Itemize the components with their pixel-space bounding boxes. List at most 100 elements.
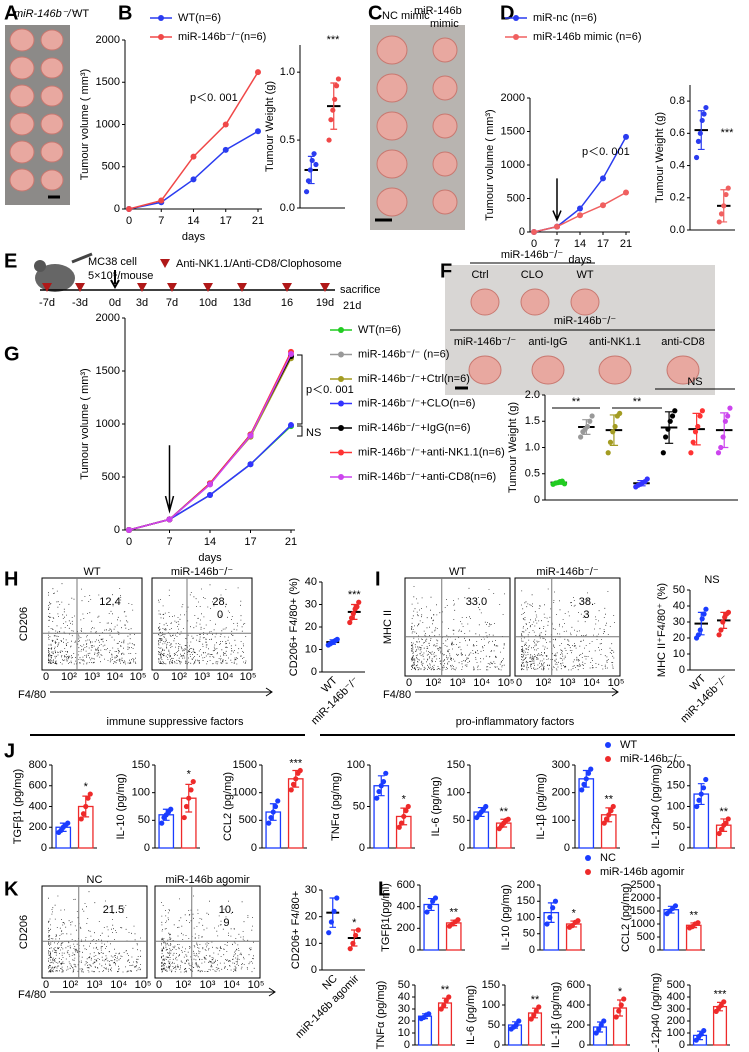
label: CD206 [18,607,30,641]
y-tick-label: 1000 [96,118,120,130]
y-tick-label: 0 [494,1039,500,1051]
annotation: ** [719,806,728,818]
tumour [666,355,700,385]
y-tick-label: 30 [305,598,317,610]
data-point [85,795,91,801]
data-point [727,405,733,411]
legend-marker [338,425,344,431]
data-point [703,776,709,783]
series-line [128,355,292,531]
tumour [468,355,502,385]
treatment-marker [237,283,247,292]
data-point [65,820,71,826]
y-tick-label: 0 [311,666,317,678]
y-axis-label: IL-6 (pg/mg) [430,777,442,837]
y-axis-label: Tumour Weight (g) [654,112,666,203]
legend-label: miR-146b⁻/⁻+Ctrl(n=6) [358,373,470,385]
legend-label: WT(n=6) [178,12,221,24]
data-point [725,413,731,419]
x-tick-label: 0 [531,238,537,250]
data-point [699,616,705,622]
panel-label: H [4,568,18,590]
y-tick-label: 0 [409,944,415,956]
label: 7d [166,297,178,309]
flow-tick: 10³ [450,677,466,689]
data-point [424,909,430,915]
data-point [383,770,389,776]
y-tick-label: 1500 [96,76,120,88]
data-point [610,429,616,435]
y-axis-label: CD206+ F4/80+ [290,891,302,969]
y-axis-label: MHC II⁺F4/80⁺ (%) [656,583,668,677]
y-tick-label: 0 [679,1039,685,1051]
flow-events [161,895,255,973]
data-point [80,811,87,817]
y-tick-label: 10 [305,643,317,655]
y-tick-label: 200 [517,879,535,891]
y-axis-label: CCL2 (pg/mg) [620,883,632,952]
data-point [405,803,411,810]
data-point [663,434,669,440]
y-tick-label: 100 [667,800,685,812]
y-tick-label: 300 [667,1003,685,1015]
y-tick-label: 1500 [96,365,120,377]
y-tick-label: 1000 [96,418,120,430]
y-axis-label: IL-1β (pg/mg) [535,773,547,839]
annotation: NS [306,427,321,439]
data-point [355,927,361,933]
data-point [168,806,174,812]
tumour [470,288,500,316]
data-point [589,413,595,419]
series-line [128,351,292,531]
syringe-icon [71,252,93,264]
data-point [528,1016,534,1022]
data-point [585,770,592,776]
flow-plot [41,577,143,671]
y-tick-label: 1.0 [280,66,295,78]
flow-tick: 0 [156,979,162,991]
data-point [288,787,294,793]
label: miR-146b [414,5,462,17]
data-point [186,795,192,801]
data-point [207,492,213,499]
data-point [455,917,461,923]
data-point [593,1030,599,1036]
data-point [660,450,666,456]
tumour [531,355,565,385]
data-point [505,816,511,822]
flow-plot [154,885,261,979]
data-point [600,202,606,209]
tumour [432,151,458,177]
y-tick-label: 0.4 [670,159,685,171]
data-point [577,205,583,212]
legend-marker [338,474,344,480]
data-point [330,107,336,113]
label: 9 [223,917,229,929]
legend-label: miR-146b⁻/⁻ (n=6) [358,348,449,360]
x-tick-label: 14 [187,215,199,227]
legend-marker [338,351,344,358]
y-tick-label: 100 [447,787,465,799]
y-tick-label: 200 [667,759,685,771]
y-tick-label: 500 [507,192,525,204]
data-point [725,185,731,191]
x-tick-label: 21 [285,536,297,548]
data-point [247,432,254,439]
data-point [723,820,729,826]
x-tick-label: 14 [574,238,586,250]
y-tick-label: 0 [519,226,525,238]
data-point [598,1022,604,1028]
data-point [577,212,583,219]
y-tick-label: 0 [679,664,685,676]
data-point [600,175,606,182]
data-point [401,813,407,820]
data-point [270,809,276,815]
legend-label: miR-146b⁻/⁻+CLO(n=6) [358,397,475,409]
flow-tick: 0 [43,979,49,991]
flow-tick: 10³ [200,979,216,991]
data-point [376,788,382,795]
flow-tick: 10² [62,979,78,991]
data-point [307,167,313,173]
data-point [288,351,294,358]
data-point [623,133,629,140]
